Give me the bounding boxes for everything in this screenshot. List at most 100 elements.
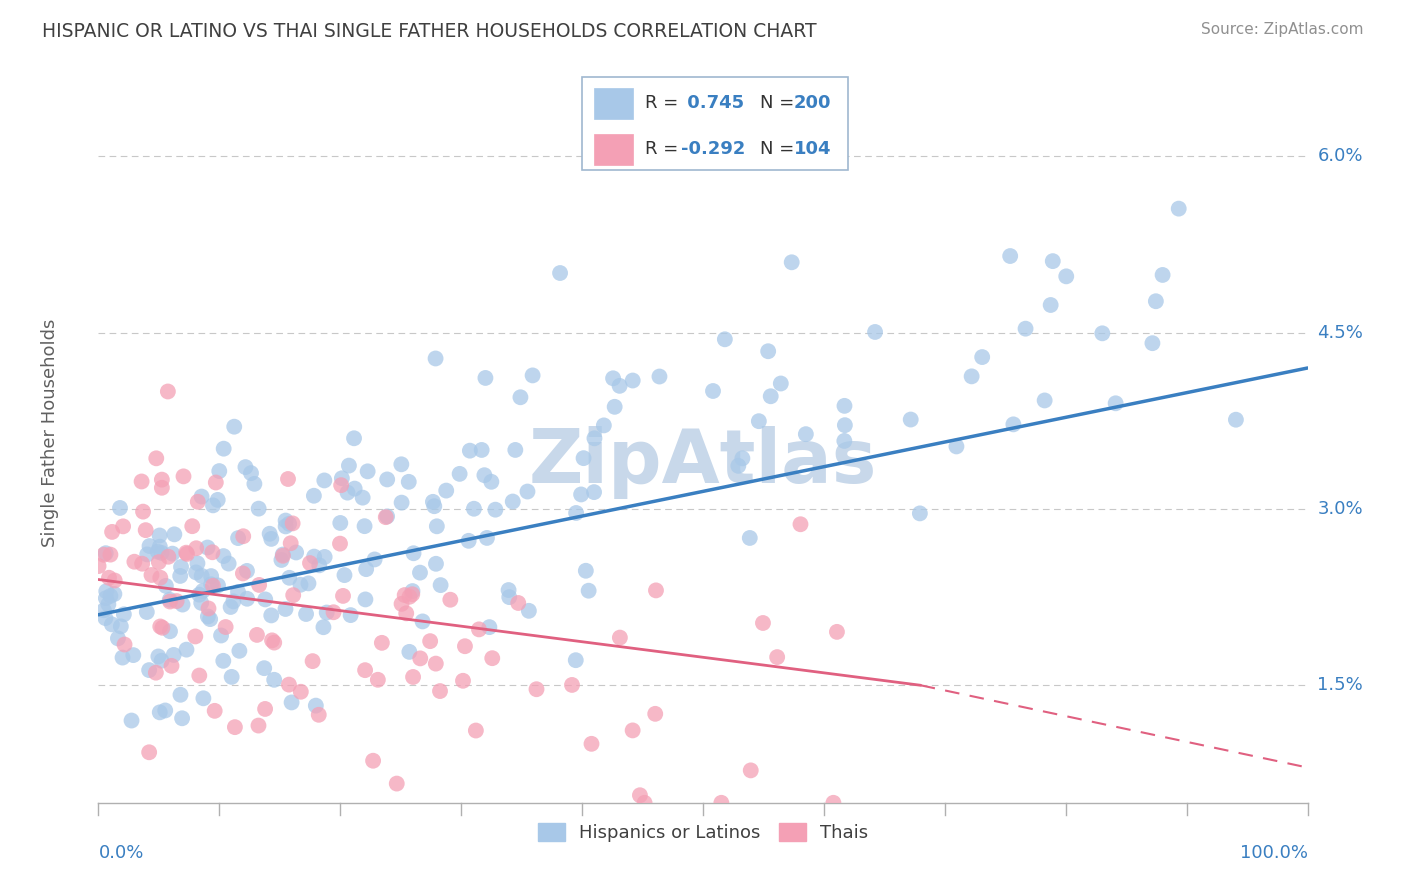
Point <box>336 485 359 500</box>
Point <box>301 654 323 668</box>
Point <box>505 442 527 457</box>
Point <box>329 516 352 530</box>
Point <box>212 442 235 456</box>
Point <box>101 617 124 632</box>
Text: -0.292: -0.292 <box>682 140 745 159</box>
Point <box>731 451 754 466</box>
Text: Single Father Households: Single Father Households <box>41 318 59 547</box>
Point <box>94 611 117 625</box>
Point <box>145 451 167 466</box>
Point <box>645 583 668 598</box>
Point <box>221 670 243 684</box>
Point <box>121 714 143 728</box>
Point <box>157 549 180 564</box>
Point <box>197 541 219 555</box>
Text: 0.0%: 0.0% <box>98 844 143 862</box>
Point <box>401 584 423 599</box>
Point <box>825 624 848 639</box>
Point <box>285 545 308 559</box>
Point <box>395 607 418 621</box>
Point <box>766 650 789 665</box>
Point <box>710 796 733 810</box>
Point <box>224 419 246 434</box>
Point <box>111 650 134 665</box>
Point <box>464 723 486 738</box>
Point <box>425 557 447 571</box>
Point <box>159 624 181 639</box>
Point <box>583 485 606 500</box>
Point <box>412 615 434 629</box>
Point <box>714 332 737 346</box>
FancyBboxPatch shape <box>582 78 848 169</box>
Point <box>1104 396 1126 410</box>
Point <box>419 634 441 648</box>
Point <box>621 723 644 738</box>
Text: N =: N = <box>759 95 800 112</box>
Point <box>190 490 212 504</box>
Point <box>756 344 779 359</box>
Point <box>425 657 447 671</box>
Point <box>401 587 423 601</box>
Point <box>176 547 198 561</box>
Point <box>508 596 530 610</box>
Point <box>471 442 494 457</box>
Point <box>190 569 212 583</box>
Point <box>136 548 159 562</box>
Point <box>138 663 160 677</box>
Point <box>100 589 122 603</box>
Point <box>204 475 226 490</box>
Point <box>112 519 135 533</box>
Point <box>149 619 172 633</box>
Point <box>110 619 132 633</box>
Point <box>583 431 606 445</box>
Point <box>468 623 491 637</box>
Point <box>207 492 229 507</box>
Point <box>315 606 337 620</box>
Point <box>578 583 600 598</box>
Point <box>149 706 172 720</box>
Point <box>274 514 297 528</box>
Text: 1.5%: 1.5% <box>1317 676 1362 694</box>
Point <box>124 555 146 569</box>
Point <box>314 474 336 488</box>
Point <box>648 369 671 384</box>
Point <box>274 602 297 616</box>
Point <box>160 658 183 673</box>
Point <box>200 569 222 583</box>
Point <box>155 703 177 717</box>
Point <box>197 601 219 615</box>
Point <box>283 588 305 602</box>
Point <box>516 484 538 499</box>
Point <box>748 414 770 428</box>
Point <box>592 418 614 433</box>
Legend: Hispanics or Latinos, Thais: Hispanics or Latinos, Thais <box>530 815 876 849</box>
Point <box>434 483 457 498</box>
Point <box>263 673 285 687</box>
Point <box>702 384 724 398</box>
Point <box>780 255 803 269</box>
Point <box>561 678 583 692</box>
Point <box>375 509 398 524</box>
Point <box>260 532 283 546</box>
Point <box>426 519 449 533</box>
Point <box>425 351 447 366</box>
Point <box>479 475 502 489</box>
Point <box>150 546 173 560</box>
Point <box>122 648 145 662</box>
Point <box>197 609 219 624</box>
Point <box>738 531 761 545</box>
Point <box>202 499 225 513</box>
Point <box>146 544 169 558</box>
Point <box>1142 336 1164 351</box>
Point <box>1014 321 1036 335</box>
Point <box>253 661 276 675</box>
Point <box>163 527 186 541</box>
Point <box>302 549 325 564</box>
Text: 4.5%: 4.5% <box>1317 324 1364 342</box>
Point <box>181 519 204 533</box>
Point <box>152 621 174 635</box>
Point <box>270 553 292 567</box>
Point <box>174 546 197 560</box>
Point <box>908 507 931 521</box>
Point <box>98 571 121 585</box>
